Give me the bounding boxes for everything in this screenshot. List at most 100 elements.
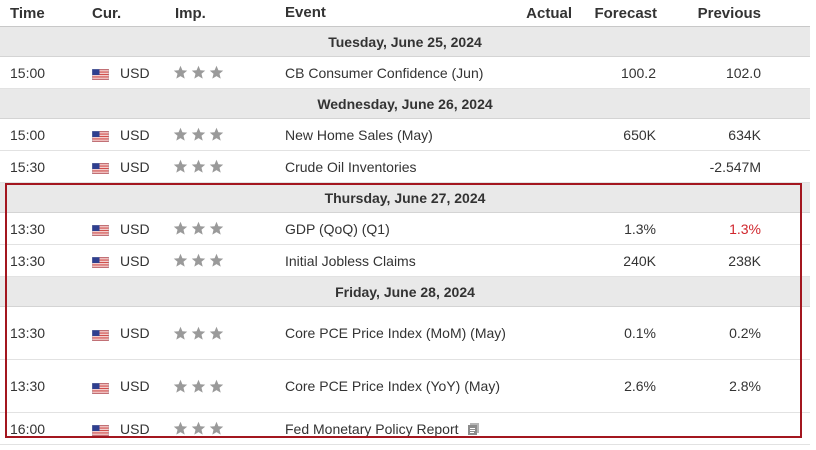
us-flag-icon	[91, 255, 110, 269]
us-flag-icon	[91, 67, 110, 81]
header-forecast: Forecast	[594, 4, 657, 22]
star-icon	[209, 65, 224, 79]
currency-code: USD	[120, 158, 150, 175]
table-row[interactable]: 13:30 USD GDP (QoQ) (Q1) 1.3% 1.3%	[0, 213, 810, 245]
header-actual: Actual	[526, 4, 572, 22]
table-row[interactable]: 13:30 USD Core PCE Price Index (YoY) (Ma…	[0, 360, 810, 413]
header-importance: Imp.	[175, 4, 206, 22]
currency-cell: USD	[91, 325, 150, 341]
star-icon	[191, 65, 206, 79]
currency-cell: USD	[91, 64, 150, 81]
event-name[interactable]: Core PCE Price Index (MoM) (May)	[285, 325, 506, 341]
importance-stars	[173, 379, 224, 394]
us-flag-icon	[91, 129, 110, 143]
star-icon	[209, 379, 224, 393]
importance-stars	[173, 221, 224, 236]
event-forecast: 0.1%	[624, 325, 656, 341]
star-icon	[209, 421, 224, 435]
table-row[interactable]: 15:00 USD New Home Sales (May) 650K 634K	[0, 119, 810, 151]
event-forecast: 1.3%	[624, 220, 656, 237]
us-flag-icon	[91, 161, 110, 175]
event-time: 13:30	[10, 325, 46, 341]
event-forecast: 2.6%	[624, 378, 656, 394]
star-icon	[191, 127, 206, 141]
table-row[interactable]: 15:30 USD Crude Oil Inventories -2.547M	[0, 151, 810, 183]
star-icon	[173, 221, 188, 235]
currency-code: USD	[120, 252, 150, 269]
importance-stars	[173, 65, 224, 80]
event-time: 13:30	[10, 220, 46, 237]
currency-code: USD	[120, 378, 150, 394]
currency-cell: USD	[91, 158, 150, 175]
event-name[interactable]: New Home Sales (May)	[285, 126, 433, 143]
star-icon	[191, 253, 206, 267]
event-name[interactable]: GDP (QoQ) (Q1)	[285, 220, 390, 237]
event-forecast: 650K	[623, 126, 656, 143]
star-icon	[173, 127, 188, 141]
header-currency: Cur.	[92, 4, 122, 22]
event-previous: 2.8%	[729, 378, 761, 394]
event-time: 15:00	[10, 64, 46, 81]
star-icon	[173, 326, 188, 340]
currency-code: USD	[120, 420, 150, 437]
event-time: 16:00	[10, 420, 46, 437]
event-time: 13:30	[10, 252, 46, 269]
table-row[interactable]: 16:00 USD Fed Monetary Policy Report	[0, 413, 810, 445]
importance-stars	[173, 326, 224, 341]
day-header: Wednesday, June 26, 2024	[0, 89, 810, 119]
importance-stars	[173, 127, 224, 142]
event-previous: -2.547M	[709, 158, 761, 175]
event-name[interactable]: Initial Jobless Claims	[285, 252, 416, 269]
star-icon	[173, 65, 188, 79]
currency-cell: USD	[91, 420, 150, 437]
header-event: Event	[285, 4, 326, 21]
currency-cell: USD	[91, 220, 150, 237]
us-flag-icon	[91, 381, 110, 394]
star-icon	[209, 159, 224, 173]
currency-cell: USD	[91, 378, 150, 394]
document-icon[interactable]	[467, 422, 480, 435]
currency-code: USD	[120, 64, 150, 81]
table-row[interactable]: 13:30 USD Initial Jobless Claims 240K 23…	[0, 245, 810, 277]
star-icon	[191, 326, 206, 340]
event-name[interactable]: Core PCE Price Index (YoY) (May)	[285, 378, 500, 394]
event-time: 15:00	[10, 126, 46, 143]
currency-cell: USD	[91, 252, 150, 269]
event-previous: 634K	[728, 126, 761, 143]
us-flag-icon	[91, 223, 110, 237]
day-header: Thursday, June 27, 2024	[0, 183, 810, 213]
event-time: 13:30	[10, 378, 46, 394]
star-icon	[173, 421, 188, 435]
event-name[interactable]: Fed Monetary Policy Report	[285, 420, 459, 437]
star-icon	[191, 421, 206, 435]
event-name-cell[interactable]: Fed Monetary Policy Report	[285, 418, 515, 440]
table-header: Time Cur. Imp. Event Actual Forecast Pre…	[0, 0, 810, 27]
event-name[interactable]: CB Consumer Confidence (Jun)	[285, 64, 484, 81]
star-icon	[209, 221, 224, 235]
event-previous: 102.0	[725, 64, 761, 81]
star-icon	[191, 379, 206, 393]
star-icon	[209, 326, 224, 340]
currency-code: USD	[120, 220, 150, 237]
table-row[interactable]: 13:30 USD Core PCE Price Index (MoM) (Ma…	[0, 307, 810, 360]
currency-code: USD	[120, 325, 150, 341]
header-previous: Previous	[697, 4, 761, 22]
event-name[interactable]: Crude Oil Inventories	[285, 158, 417, 175]
importance-stars	[173, 159, 224, 174]
event-previous: 1.3%	[729, 220, 761, 237]
day-header: Friday, June 28, 2024	[0, 277, 810, 307]
importance-stars	[173, 421, 224, 436]
us-flag-icon	[91, 328, 110, 341]
event-previous: 0.2%	[729, 325, 761, 341]
table-row[interactable]: 15:00 USD CB Consumer Confidence (Jun) 1…	[0, 57, 810, 89]
star-icon	[173, 379, 188, 393]
currency-cell: USD	[91, 127, 150, 143]
event-time: 15:30	[10, 158, 46, 175]
day-header: Tuesday, June 25, 2024	[0, 27, 810, 57]
star-icon	[191, 159, 206, 173]
importance-stars	[173, 253, 224, 268]
event-previous: 238K	[728, 252, 761, 269]
star-icon	[209, 127, 224, 141]
event-forecast: 240K	[623, 252, 656, 269]
